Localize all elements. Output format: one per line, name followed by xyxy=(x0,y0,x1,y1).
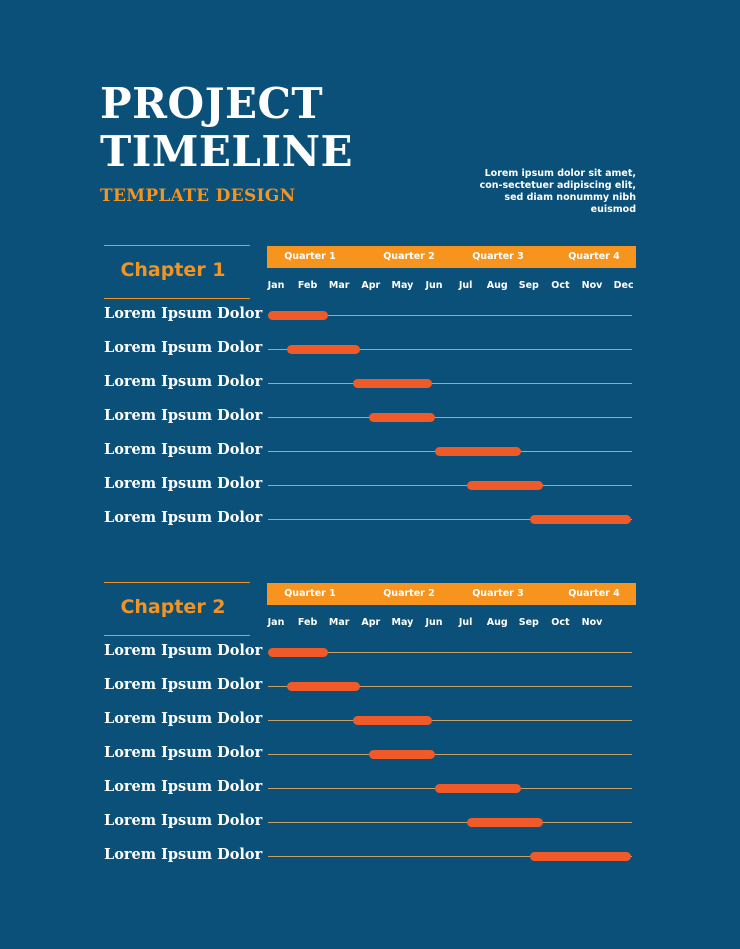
task-label: Lorem Ipsum Dolor xyxy=(104,305,263,322)
month-label: Jul xyxy=(458,280,473,291)
task-track-line xyxy=(268,856,632,857)
description-text: Lorem ipsum dolor sit amet, con-sectetue… xyxy=(479,168,636,215)
task-label: Lorem Ipsum Dolor xyxy=(104,475,263,492)
quarter-label: Quarter 4 xyxy=(568,251,620,262)
month-label: Jun xyxy=(425,280,443,291)
month-label: Apr xyxy=(361,280,381,291)
month-label: Jun xyxy=(425,617,443,628)
task-bar xyxy=(353,379,433,388)
chapter-title: Chapter 1 xyxy=(120,259,226,281)
quarter-header-bar: Quarter 1 Quarter 2 Quarter 3 Quarter 4 xyxy=(267,583,636,605)
task-label: Lorem Ipsum Dolor xyxy=(104,846,263,863)
month-label: Aug xyxy=(486,617,508,628)
task-label: Lorem Ipsum Dolor xyxy=(104,509,263,526)
task-track-line xyxy=(268,720,632,721)
task-track-line xyxy=(268,417,632,418)
task-label: Lorem Ipsum Dolor xyxy=(104,778,263,795)
task-track-line xyxy=(268,686,632,687)
month-label: Jan xyxy=(267,617,285,628)
month-label: Oct xyxy=(551,280,570,291)
title-line-1: PROJECT xyxy=(100,79,324,128)
month-label: Feb xyxy=(297,617,318,628)
quarter-label: Quarter 3 xyxy=(472,588,524,599)
task-bar xyxy=(286,345,360,354)
task-bar xyxy=(435,447,521,456)
month-label: Nov xyxy=(581,617,603,628)
month-label: May xyxy=(391,280,414,291)
quarter-label: Quarter 2 xyxy=(383,251,435,262)
quarter-label: Quarter 1 xyxy=(284,251,336,262)
task-track-line xyxy=(268,383,632,384)
task-bar xyxy=(369,413,436,422)
chapter-section: Chapter 2 Quarter 1 Quarter 2 Quarter 3 Quar… xyxy=(0,582,740,902)
task-label: Lorem Ipsum Dolor xyxy=(104,407,263,424)
month-label: May xyxy=(391,617,414,628)
task-bar xyxy=(467,818,543,827)
quarter-label: Quarter 1 xyxy=(284,588,336,599)
month-label: Aug xyxy=(486,280,508,291)
task-label: Lorem Ipsum Dolor xyxy=(104,710,263,727)
task-bar xyxy=(353,716,433,725)
task-bar xyxy=(286,682,360,691)
task-track-line xyxy=(268,652,632,653)
task-track-line xyxy=(268,349,632,350)
task-label: Lorem Ipsum Dolor xyxy=(104,676,263,693)
chapter-rule-bottom xyxy=(104,635,250,636)
task-track-line xyxy=(268,485,632,486)
task-label: Lorem Ipsum Dolor xyxy=(104,339,263,356)
task-bar xyxy=(530,515,632,524)
quarter-label: Quarter 3 xyxy=(472,251,524,262)
month-label: Jan xyxy=(267,280,285,291)
task-label: Lorem Ipsum Dolor xyxy=(104,373,263,390)
task-label: Lorem Ipsum Dolor xyxy=(104,744,263,761)
task-bar xyxy=(530,852,632,861)
month-label: Jul xyxy=(458,617,473,628)
quarter-label: Quarter 2 xyxy=(383,588,435,599)
task-bar xyxy=(268,311,329,320)
month-label: Nov xyxy=(581,280,603,291)
task-bar xyxy=(467,481,543,490)
chapter-section: Chapter 1 Quarter 1 Quarter 2 Quarter 3 Quar… xyxy=(0,245,740,565)
month-label: Mar xyxy=(328,617,350,628)
task-bar xyxy=(435,784,521,793)
chapter-title: Chapter 2 xyxy=(120,596,226,618)
task-track-line xyxy=(268,315,632,316)
quarter-header-bar: Quarter 1 Quarter 2 Quarter 3 Quarter 4 xyxy=(267,246,636,268)
month-label: Sep xyxy=(518,617,539,628)
month-label: Dec xyxy=(613,280,634,291)
month-label: Mar xyxy=(328,280,350,291)
task-bar xyxy=(369,750,436,759)
title-line-2: TIMELINE xyxy=(100,127,353,176)
page-title: PROJECT TIMELINE xyxy=(100,80,353,176)
month-label: Feb xyxy=(297,280,318,291)
quarter-label: Quarter 4 xyxy=(568,588,620,599)
chapter-rule-top xyxy=(104,245,250,246)
page-subtitle: TEMPLATE DESIGN xyxy=(100,186,296,206)
task-track-line xyxy=(268,754,632,755)
task-label: Lorem Ipsum Dolor xyxy=(104,642,263,659)
task-label: Lorem Ipsum Dolor xyxy=(104,812,263,829)
month-label: Apr xyxy=(361,617,381,628)
month-label: Sep xyxy=(518,280,539,291)
task-track-line xyxy=(268,519,632,520)
chapter-rule-bottom xyxy=(104,298,250,299)
task-bar xyxy=(268,648,329,657)
task-track-line xyxy=(268,822,632,823)
chapter-rule-top xyxy=(104,582,250,583)
task-label: Lorem Ipsum Dolor xyxy=(104,441,263,458)
month-label: Oct xyxy=(551,617,570,628)
